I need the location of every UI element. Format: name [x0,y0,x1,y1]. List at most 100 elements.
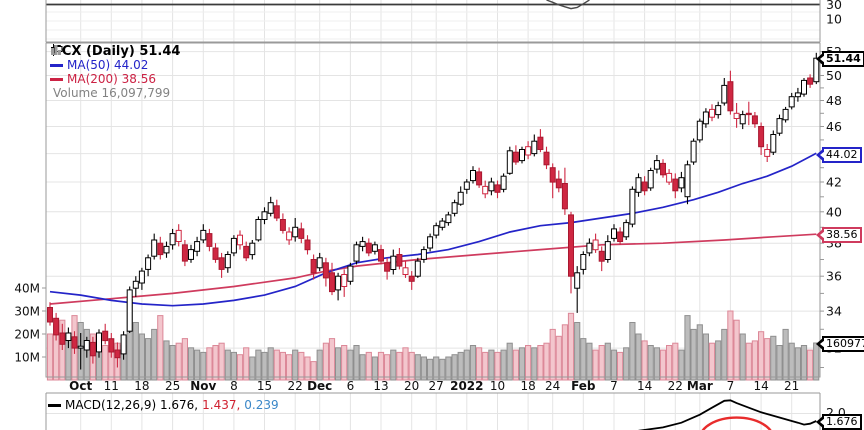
candle-03-23 [801,78,807,97]
volume-bar [567,312,575,381]
volume-bar [782,328,789,381]
candle-11-18 [279,213,286,234]
volume-bar [273,349,280,381]
candle-02-22 [672,173,679,199]
candle-02-10 [629,186,636,228]
candle-11-11 [249,240,256,260]
volume-bar [187,347,195,381]
volume-bar [659,349,667,381]
price-axis-label: 40 [826,204,842,219]
volume-bar [494,351,501,381]
volume-bar [476,347,483,381]
volume-bar [745,342,752,381]
volume-bar [322,342,329,381]
volume-bar [506,342,513,381]
volume-bar [218,342,225,381]
volume-bar [359,354,366,381]
candle-03-02 [709,104,715,122]
candle-10-13 [120,331,127,360]
candle-09-29 [59,323,66,350]
volume-bar [690,328,697,381]
price-axis-label: 34 [826,304,842,319]
date-axis-label: Mar [687,379,713,393]
volume-bar [151,328,158,381]
volume-bar [46,333,54,381]
candle-02-25 [690,138,697,165]
volume-bar [580,338,587,381]
macd-legend: MACD(12,26,9) 1.676, 1.437, 0.239 [48,398,279,412]
volume-bar [279,351,286,381]
volume-bar [200,351,207,381]
candle-01-27 [568,211,574,294]
volume-bar [672,342,679,381]
candle-11-19 [286,227,293,245]
candle-12-31 [457,186,464,206]
volume-bar [402,347,409,381]
candle-11-30 [322,257,329,287]
volume-bar [457,351,464,381]
candle-10-08 [102,323,109,345]
date-axis-label: Dec [307,379,332,393]
volume-bar [537,345,544,381]
gridlines [46,0,820,430]
candle-03-15 [764,144,771,162]
candle-12-17 [402,261,409,278]
volume-bar [420,356,427,381]
ma50-line-swatch [50,63,63,67]
volume-bar [641,340,648,381]
volume-axis-label: 30M [14,305,40,319]
volume-bar [365,351,372,381]
candle-12-01 [329,262,335,296]
candle-12-27 [433,222,440,239]
candle-02-17 [660,159,666,178]
volume-bar [408,351,415,381]
ma50-price-tag: 44.02 [816,147,862,163]
candle-10-26 [175,224,182,247]
volume-bar [310,361,317,381]
candle-12-20 [408,271,415,290]
volume-bar [604,342,611,381]
volume-bar [647,345,654,381]
candle-03-21 [788,92,795,110]
volume-bar [59,319,66,381]
candle-12-03 [341,269,348,297]
volume-bar [175,342,182,381]
candle-11-10 [243,241,250,262]
candle-01-07 [488,177,495,196]
volume-bar [794,347,801,381]
date-axis-label: 27 [429,379,444,393]
date-axis-label: Oct [69,379,92,393]
candle-01-14 [519,146,525,164]
candle-03-01 [702,108,709,128]
volume-bar [267,347,274,381]
price-axis-label: 42 [826,175,842,190]
legend-ma50-row: MA(50) 44.02 [50,58,180,72]
volume-tag: 160977 [816,336,864,352]
candle-11-08 [230,235,237,257]
date-axis: Oct 11 18 25 Nov 8 15 22 Dec 6 13 20 27 2022 10 18 24 Feb… [69,379,799,393]
candle-10-06 [89,336,96,364]
volume-bar [715,340,722,381]
last-price-tag: 51.44 [816,51,864,67]
candle-10-12 [114,342,121,368]
date-axis-label: 6 [347,379,355,393]
candle-11-16 [267,196,274,217]
candle-11-24 [304,235,311,255]
candle-03-08 [733,103,740,128]
candle-01-12 [506,146,513,175]
volume-bar [653,347,660,381]
candle-10-07 [96,329,102,358]
macd-strip [638,399,817,430]
candle-12-23 [427,233,434,252]
candle-11-17 [273,199,280,222]
candle-12-09 [365,238,372,257]
volume-bar [371,356,378,381]
volume-bar [469,345,477,381]
candle-02-18 [666,169,673,185]
candle-09-28 [53,312,60,341]
volume-bar [445,356,452,381]
candle-09-27 [47,302,53,326]
candle-01-10 [494,180,501,199]
volume-bar [396,351,403,381]
